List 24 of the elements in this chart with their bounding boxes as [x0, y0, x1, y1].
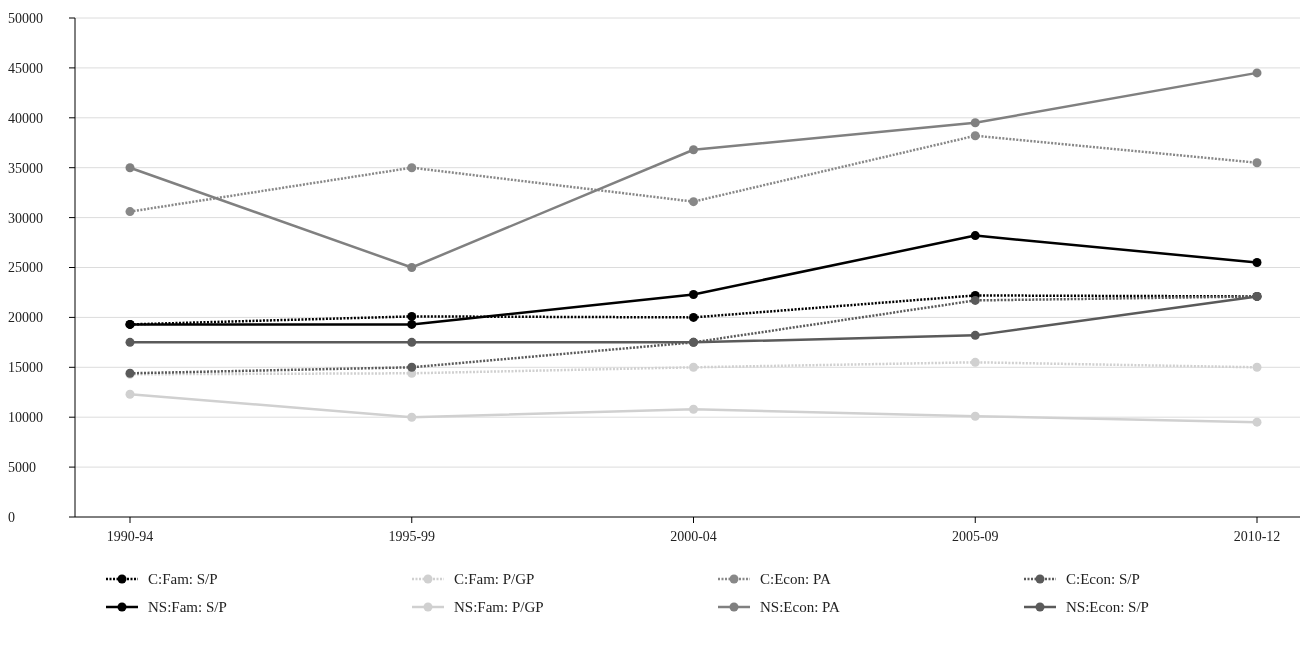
- legend-label: NS:Fam: S/P: [148, 599, 227, 616]
- legend-label: NS:Econ: PA: [760, 599, 841, 616]
- y-tick-label: 0: [8, 509, 15, 525]
- y-tick-label: 45000: [8, 60, 43, 76]
- y-tick-label: 10000: [8, 410, 43, 426]
- y-tick-label: 35000: [8, 160, 43, 176]
- y-tick-label: 40000: [8, 110, 43, 126]
- x-tick-label: 2005-09: [951, 529, 999, 544]
- x-tick-label: 1990-94: [106, 529, 154, 544]
- legend-label: NS:Fam: P/GP: [454, 599, 544, 616]
- legend-label: NS:Econ: S/P: [1066, 599, 1149, 616]
- x-tick-label: 2000-04: [670, 529, 717, 544]
- legend-label: C:Fam: S/P: [148, 571, 218, 588]
- legend-label: C:Econ: PA: [760, 571, 831, 588]
- y-tick-label: 25000: [8, 260, 43, 276]
- y-tick-label: 50000: [8, 10, 43, 26]
- y-tick-label: 5000: [8, 460, 36, 475]
- y-tick-label: 15000: [8, 360, 43, 376]
- legend-label: C:Fam: P/GP: [454, 571, 535, 588]
- x-tick-label: 1995-99: [388, 529, 436, 544]
- y-tick-label: 30000: [8, 210, 43, 226]
- x-tick-label: 2010-12: [1233, 529, 1281, 544]
- legend-label: C:Econ: S/P: [1066, 571, 1140, 588]
- y-tick-label: 20000: [8, 310, 43, 326]
